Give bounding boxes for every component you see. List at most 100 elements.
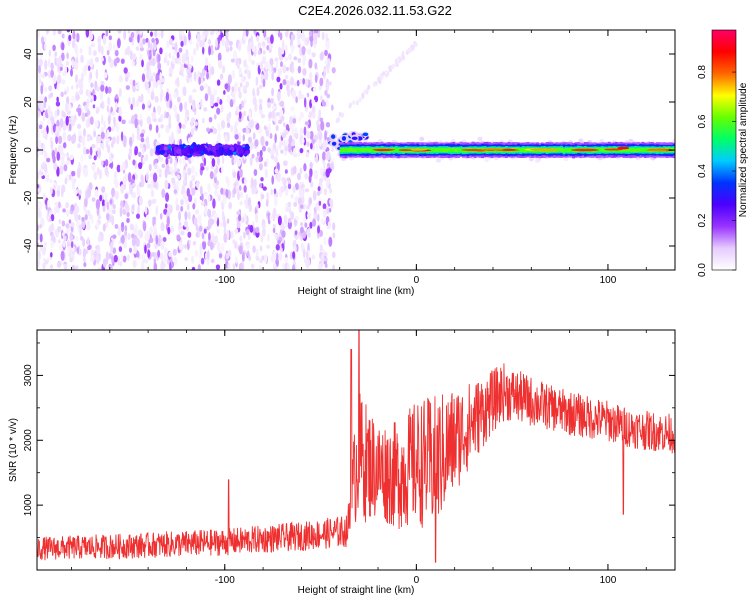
noise-cell <box>311 99 316 105</box>
noise-cell <box>330 104 334 111</box>
noise-cell <box>284 74 289 80</box>
carrier-band <box>560 147 564 152</box>
spectrogram-xlabel: Height of straight line (km) <box>298 286 415 297</box>
noise-cell <box>160 93 163 102</box>
noise-cell <box>191 99 196 110</box>
noise-cell <box>237 131 241 143</box>
noise-cell <box>132 96 135 107</box>
noise-cell <box>180 230 185 236</box>
snr-frame <box>36 329 676 571</box>
noise-cell <box>155 205 159 216</box>
noise-cell <box>157 249 161 258</box>
noise-cell <box>71 264 76 270</box>
noise-cell <box>99 90 104 101</box>
noise-cell <box>239 201 243 206</box>
noise-cell <box>82 257 86 263</box>
noise-cell <box>193 216 198 227</box>
noise-cell <box>48 178 53 184</box>
noise-cell <box>114 224 119 229</box>
noise-cell <box>71 95 76 103</box>
noise-cell <box>48 85 53 92</box>
noise-cell <box>63 164 68 172</box>
noise-cell <box>254 139 259 147</box>
noise-cell <box>304 173 308 180</box>
noise-cell <box>85 190 90 200</box>
noise-cell <box>130 31 135 39</box>
noise-cell <box>224 40 229 50</box>
carrier-band <box>629 148 633 152</box>
noise-cell <box>138 162 143 170</box>
noise-cell <box>65 223 70 229</box>
noise-cell <box>239 103 242 111</box>
noise-cell <box>325 98 329 107</box>
noise-cell <box>132 259 137 268</box>
noise-cell <box>185 109 190 117</box>
noise-cell <box>59 66 63 71</box>
noise-cell <box>125 85 131 90</box>
noise-cell <box>97 234 101 243</box>
noise-cell <box>232 171 237 179</box>
noise-cell <box>106 49 110 56</box>
noise-cell <box>293 245 297 253</box>
noise-cell <box>114 101 118 111</box>
noise-cell <box>83 146 86 155</box>
noise-cell <box>127 30 131 34</box>
noise-cell <box>197 264 201 270</box>
noise-cell <box>118 88 122 98</box>
noise-cell <box>243 213 247 224</box>
noise-cell <box>236 210 241 216</box>
noise-cell <box>136 81 140 91</box>
noise-cell <box>62 240 66 248</box>
noise-cell <box>299 127 304 136</box>
noise-cell <box>129 223 134 231</box>
noise-cell <box>298 89 302 100</box>
streak-cell <box>380 74 384 80</box>
carrier-band <box>394 148 398 152</box>
noise-cell <box>43 163 48 173</box>
noise-cell <box>218 34 221 42</box>
noise-cell <box>190 165 196 174</box>
noise-cell <box>65 115 69 126</box>
noise-cell <box>313 30 319 34</box>
noise-cell <box>192 203 196 210</box>
noise-cell <box>274 196 278 207</box>
noise-cell <box>173 92 177 99</box>
noise-cell <box>37 30 40 39</box>
noise-cell <box>113 58 118 67</box>
noise-cell <box>210 258 215 264</box>
noise-cell <box>117 226 121 236</box>
noise-cell <box>204 65 208 71</box>
line-cell <box>175 148 182 155</box>
noise-cell <box>169 156 173 165</box>
noise-cell <box>207 194 211 203</box>
noise-cell <box>247 233 251 241</box>
noise-cell <box>155 124 159 134</box>
noise-cell <box>274 155 279 165</box>
noise-cell <box>216 156 221 166</box>
noise-cell <box>132 192 137 199</box>
noise-cell <box>224 83 229 90</box>
noise-cell <box>184 172 188 182</box>
noise-cell <box>284 257 288 264</box>
noise-cell <box>229 99 234 108</box>
noise-cell <box>294 133 298 138</box>
noise-cell <box>136 125 140 136</box>
noise-cell <box>76 246 80 254</box>
noise-cell <box>271 110 276 119</box>
noise-cell <box>275 124 279 132</box>
noise-cell <box>180 205 184 212</box>
noise-cell <box>290 193 294 199</box>
noise-cell <box>159 212 163 220</box>
noise-cell <box>181 53 186 62</box>
noise-cell <box>281 262 285 270</box>
noise-cell <box>133 227 137 234</box>
noise-cell <box>108 41 113 52</box>
noise-cell <box>73 62 77 69</box>
noise-cell <box>123 67 128 74</box>
noise-cell <box>280 185 285 193</box>
noise-cell <box>139 42 143 49</box>
noise-cell <box>52 74 57 84</box>
noise-cell <box>307 48 312 55</box>
noise-cell <box>151 38 155 43</box>
noise-cell <box>135 46 140 51</box>
